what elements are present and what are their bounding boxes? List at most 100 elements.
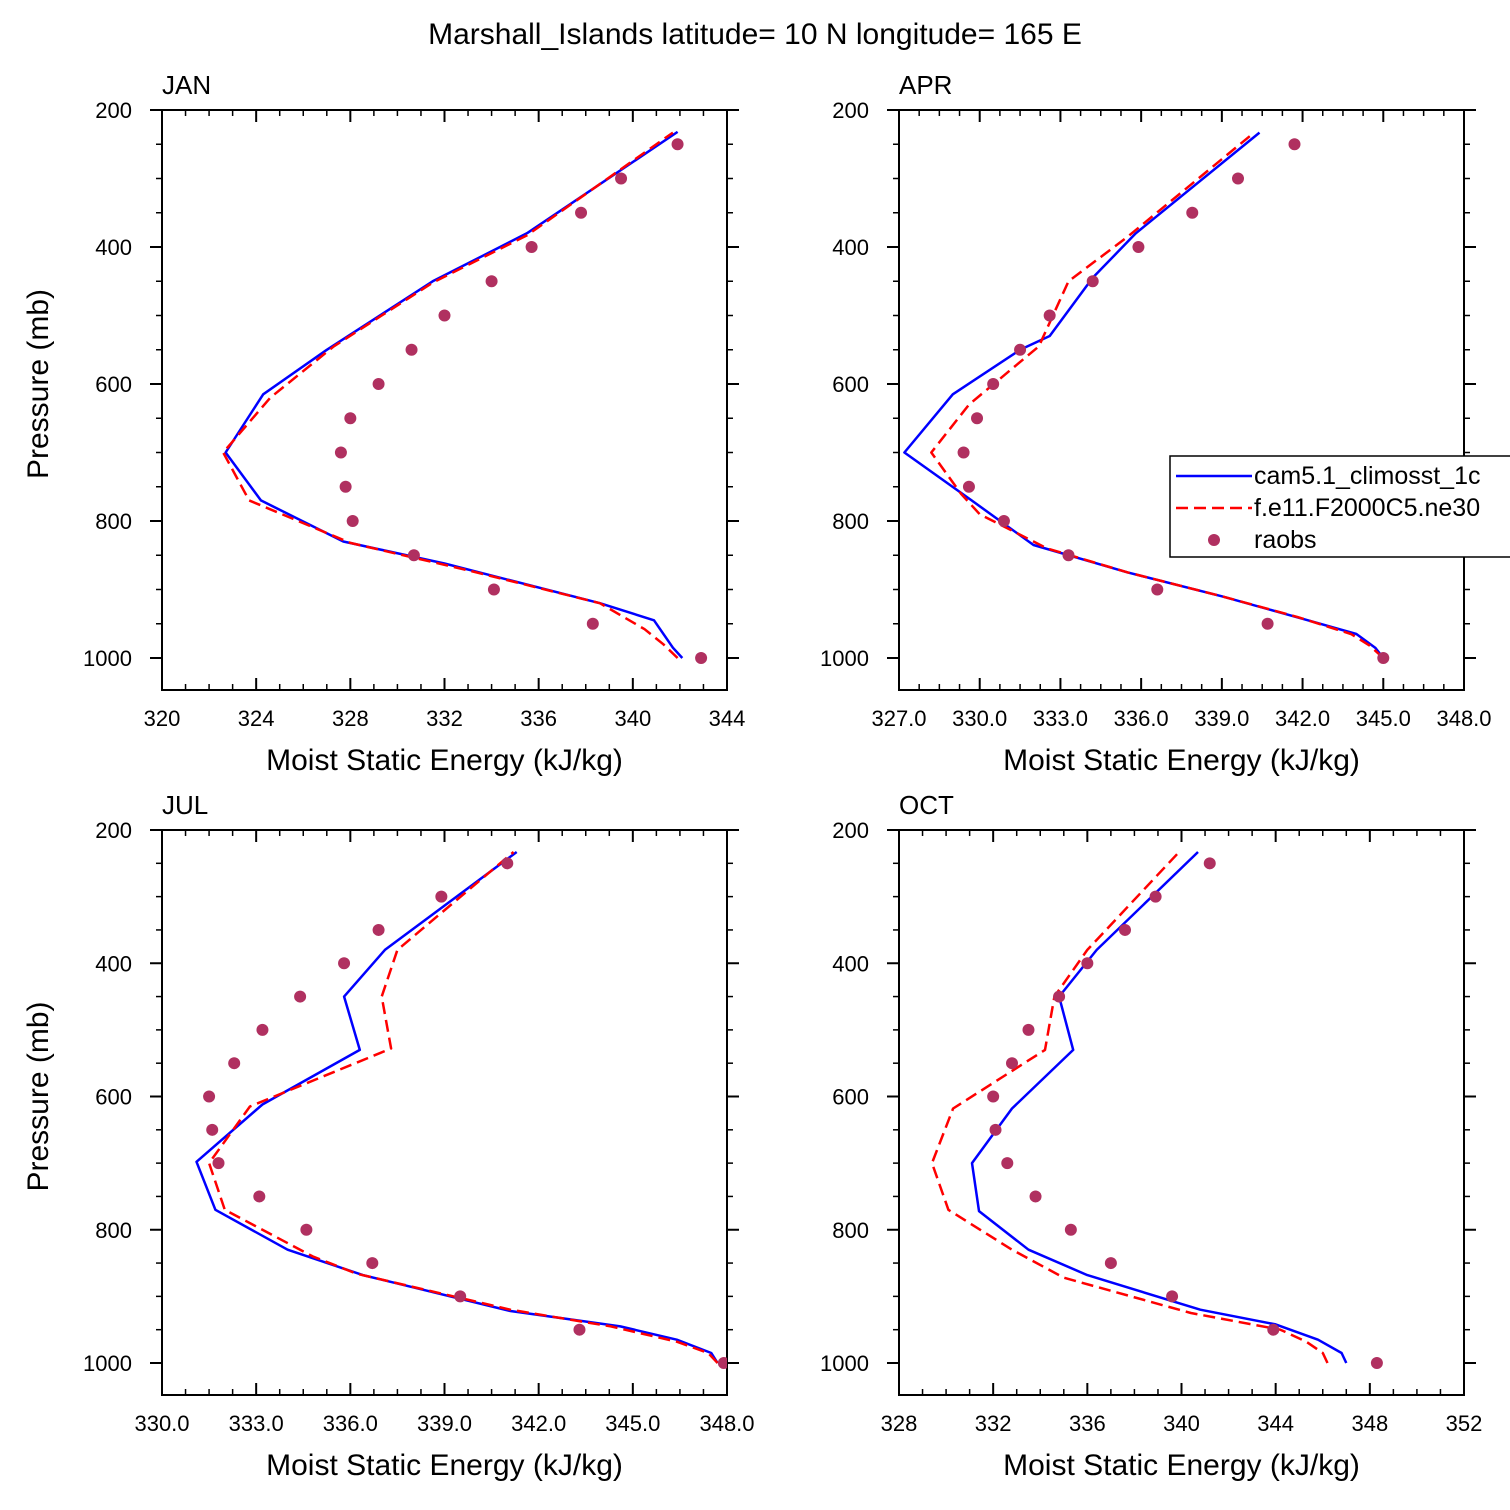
raobs-point: [525, 241, 538, 253]
x-axis-label: Moist Static Energy (kJ/kg): [266, 744, 623, 777]
x-tick-label: 339.0: [1194, 706, 1249, 731]
raobs-point: [1166, 1290, 1179, 1303]
y-axis-label: Pressure (mb): [22, 1001, 55, 1191]
series-group: [903, 131, 1390, 664]
panel-label: APR: [899, 70, 952, 100]
x-tick-label: 333.0: [229, 1411, 284, 1436]
raobs-point: [1132, 241, 1145, 253]
raobs-point: [573, 1323, 586, 1336]
legend: cam5.1_climosst_1c f.e11.F2000C5.ne30 raob…: [1169, 455, 1510, 558]
series-group: [195, 850, 727, 1369]
raobs-point: [671, 138, 684, 151]
x-tick-label: 327.0: [871, 706, 926, 731]
y-tick-label: 200: [832, 818, 869, 843]
x-tick-label: 324: [238, 706, 275, 731]
raobs-point: [957, 446, 970, 459]
raobs-point: [997, 515, 1010, 527]
raobs-point: [1053, 990, 1066, 1003]
raobs-point: [346, 515, 359, 527]
x-tick-label: 345.0: [605, 1411, 660, 1436]
raobs-point: [344, 412, 357, 425]
y-tick-label: 1000: [820, 646, 869, 671]
raobs-point: [405, 343, 418, 356]
figure-title: Marshall_Islands latitude= 10 N longitud…: [428, 18, 1082, 51]
raobs-point: [586, 617, 599, 630]
y-tick-label: 400: [95, 235, 132, 260]
plot-frame: [898, 829, 1465, 1396]
x-tick-label: 333.0: [1033, 706, 1088, 731]
y-tick-label: 200: [95, 818, 132, 843]
panel-apr: APR 327.0 330.0 333.0 336.0 339.0 342.0 345.0 34…: [820, 70, 1491, 777]
raobs-point: [1267, 1323, 1280, 1336]
y-tick-label: 800: [95, 1218, 132, 1243]
y-tick-label: 800: [832, 509, 869, 534]
x-tick-label: 330.0: [134, 1411, 189, 1436]
legend-box: [1169, 455, 1510, 558]
raobs-point: [485, 275, 498, 288]
y-tick-label: 200: [832, 98, 869, 123]
x-tick-label: 344: [709, 706, 746, 731]
x-tick-label: 330.0: [952, 706, 1007, 731]
x-tick-label: 328: [332, 706, 369, 731]
raobs-point: [1149, 890, 1162, 903]
panels: JAN 320 324 328 332 336 340 344 200 400 600 800 1000…: [22, 70, 1492, 1482]
raobs-point: [989, 1123, 1002, 1136]
raobs-point: [615, 172, 628, 185]
y-tick-label: 800: [832, 1218, 869, 1243]
legend-label: f.e11.F2000C5.ne30: [1254, 494, 1480, 522]
raobs-point: [334, 446, 347, 459]
y-tick-label: 600: [832, 1085, 869, 1110]
raobs-point: [1022, 1023, 1035, 1036]
y-tick-label: 400: [832, 235, 869, 260]
y-tick-label: 400: [832, 951, 869, 976]
raobs-point: [1203, 857, 1216, 870]
x-tick-label: 344: [1257, 1411, 1294, 1436]
x-tick-label: 348.0: [699, 1411, 754, 1436]
raobs-point: [1029, 1190, 1042, 1203]
raobs-point: [487, 583, 500, 596]
raobs-point: [256, 1023, 269, 1036]
raobs-point: [1288, 138, 1301, 151]
y-tick-label: 200: [95, 98, 132, 123]
y-tick-label: 400: [95, 951, 132, 976]
x-tick-label: 332: [975, 1411, 1012, 1436]
raobs-point: [971, 412, 984, 425]
raobs-point: [717, 1357, 727, 1369]
x-tick-label: 352: [1446, 1411, 1483, 1436]
plot-frame: [161, 109, 728, 691]
panel-oct: OCT 328 332 336 340 344 348 352 200 400 600 800 1000…: [820, 790, 1482, 1482]
raobs-point: [339, 480, 352, 493]
y-tick-label: 600: [95, 1085, 132, 1110]
raobs-point: [1064, 1223, 1077, 1236]
x-axis-label: Moist Static Energy (kJ/kg): [1003, 1449, 1360, 1482]
x-tick-label: 336.0: [1114, 706, 1169, 731]
raobs-point: [1006, 1057, 1018, 1070]
y-tick-label: 800: [95, 509, 132, 534]
x-tick-label: 328: [881, 1411, 918, 1436]
panel-label: OCT: [899, 790, 954, 820]
raobs-point: [372, 923, 385, 936]
raobs-point: [203, 1090, 216, 1103]
raobs-point: [372, 378, 385, 390]
x-tick-label: 345.0: [1356, 706, 1411, 731]
raobs-point: [962, 480, 975, 493]
x-tick-label: 340: [614, 706, 651, 731]
raobs-point: [1014, 343, 1027, 356]
x-tick-label: 336: [520, 706, 557, 731]
legend-label: raobs: [1254, 526, 1317, 554]
raobs-point: [1104, 1257, 1117, 1270]
x-tick-label: 336.0: [323, 1411, 378, 1436]
y-tick-label: 600: [95, 372, 132, 397]
model-line-solid: [224, 130, 684, 659]
raobs-point: [206, 1123, 219, 1136]
y-tick-label: 600: [832, 372, 869, 397]
raobs-point: [1119, 923, 1131, 936]
raobs-point: [228, 1057, 241, 1070]
raobs-point: [695, 652, 708, 664]
raobs-point: [366, 1257, 379, 1270]
raobs-point: [1370, 1357, 1383, 1369]
raobs-point: [212, 1157, 225, 1170]
raobs-point: [1001, 1157, 1014, 1170]
raobs-point: [1151, 583, 1164, 596]
raobs-point: [407, 549, 420, 562]
